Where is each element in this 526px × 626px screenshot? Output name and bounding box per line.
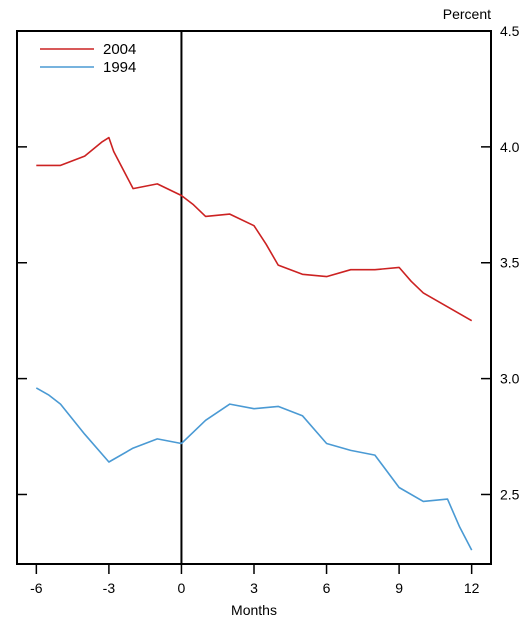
y-tick-label: 3.0: [500, 371, 520, 387]
legend-label-1994: 1994: [103, 59, 136, 76]
y-tick-label: 2.5: [500, 486, 520, 502]
x-tick-label: 3: [250, 580, 258, 596]
series-line-1994: [35, 387, 473, 551]
x-tick-label: 0: [178, 580, 186, 596]
x-tick-label: -6: [30, 580, 43, 596]
series-line-2004: [36, 136, 473, 322]
legend-label-2004: 2004: [103, 41, 136, 58]
x-axis-label: Months: [231, 602, 277, 618]
x-tick-label: 12: [464, 580, 480, 596]
x-tick-label: 9: [395, 580, 403, 596]
x-tick-label: 6: [323, 580, 331, 596]
plot-frame: [16, 30, 492, 565]
y-tick-label: 3.5: [500, 255, 520, 271]
x-tick-label: -3: [103, 580, 116, 596]
y-axis-label: Percent: [443, 6, 491, 22]
axes: 2.5 3.0 3.5 4.0 4.5 -6 -3 0 3 6 9 12: [16, 23, 520, 596]
series-lines: [35, 136, 473, 551]
y-tick-label: 4.5: [500, 23, 520, 39]
y-tick-label: 4.0: [500, 139, 520, 155]
